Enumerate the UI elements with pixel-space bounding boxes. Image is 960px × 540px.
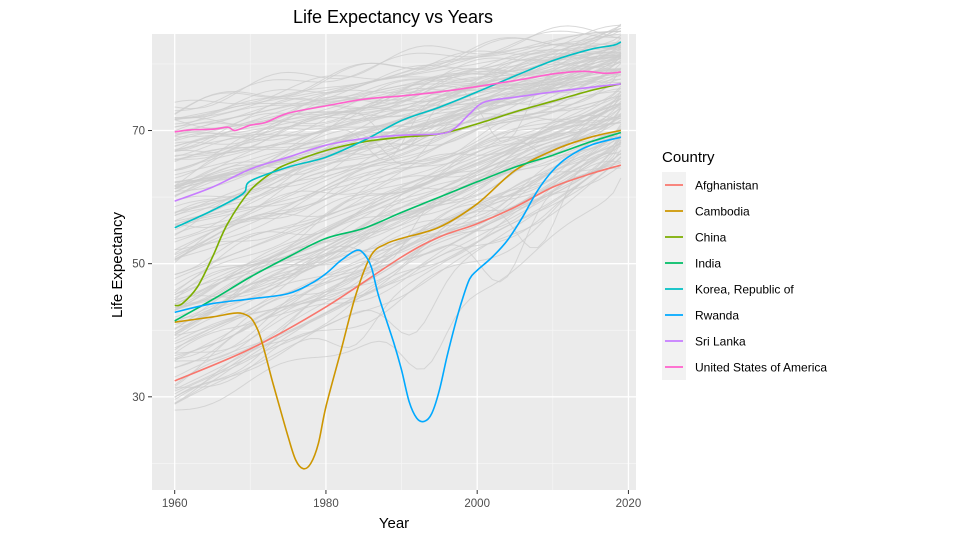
x-axis: 1960 1980 2000 2020: [162, 490, 641, 510]
legend-label: Korea, Republic of: [695, 283, 794, 297]
background-country-line: [174, 72, 621, 225]
background-country-line: [174, 160, 622, 387]
background-country-line: [174, 49, 621, 150]
y-axis-title: Life Expectancy: [109, 212, 126, 318]
legend-label: Rwanda: [695, 309, 739, 323]
background-country-line: [174, 53, 622, 163]
background-country-line: [174, 88, 621, 260]
background-country-line: [174, 95, 622, 254]
x-tick-label: 2020: [616, 498, 642, 510]
legend: Country Afghanistan Cambodia China India Kor…: [662, 149, 827, 380]
y-tick-label: 70: [132, 126, 145, 138]
legend-label: United States of America: [695, 361, 827, 375]
background-country-line: [174, 108, 622, 301]
background-country-line: [174, 113, 622, 309]
legend-item: United States of America: [662, 354, 827, 380]
background-country-line: [174, 25, 622, 110]
background-country-line: [174, 78, 622, 216]
background-country-line: [174, 149, 622, 354]
series-line-united-states-of-america: [174, 70, 622, 133]
background-country-line: [174, 30, 622, 128]
x-tick-label: 1960: [162, 498, 188, 510]
background-country-line: [174, 43, 621, 156]
background-country-line: [174, 56, 621, 193]
y-tick-label: 50: [132, 259, 145, 271]
background-country-line: [174, 42, 622, 119]
background-country-line: [174, 98, 622, 294]
legend-label: Afghanistan: [695, 179, 758, 193]
series-line-cambodia: [174, 129, 622, 470]
background-country-line: [174, 25, 622, 115]
legend-label: India: [695, 257, 721, 271]
chart-title: Life Expectancy vs Years: [293, 7, 493, 27]
background-country-line: [174, 68, 621, 184]
background-country-line: [174, 135, 622, 361]
background-country-line: [174, 61, 621, 171]
legend-label: China: [695, 231, 727, 245]
background-country-line: [174, 57, 622, 192]
background-country-line: [174, 141, 622, 336]
x-tick-label: 1980: [313, 498, 339, 510]
background-country-line: [174, 122, 621, 310]
legend-item: Afghanistan: [662, 172, 758, 198]
background-country-line: [174, 57, 622, 186]
background-country-line: [174, 133, 622, 320]
background-country-line: [174, 61, 622, 190]
background-country-line: [174, 152, 622, 405]
background-country-line: [174, 31, 621, 145]
background-country-line: [174, 98, 622, 260]
legend-label: Sri Lanka: [695, 335, 746, 349]
background-country-line: [174, 48, 621, 140]
background-country-line: [174, 31, 621, 133]
background-country-line: [174, 139, 622, 362]
series-line-india: [174, 131, 622, 322]
legend-title: Country: [662, 149, 715, 166]
series-line-korea-republic-of: [174, 41, 622, 229]
highlighted-series: [174, 41, 622, 470]
y-axis: 30 50 70: [132, 126, 152, 404]
background-country-line: [174, 117, 622, 323]
background-country-line: [174, 54, 621, 179]
legend-item: Korea, Republic of: [662, 276, 794, 302]
background-country-line: [174, 162, 622, 404]
series-line-china: [174, 83, 622, 307]
background-country-line: [174, 43, 622, 161]
background-country-line: [174, 95, 622, 258]
legend-item: Sri Lanka: [662, 328, 746, 354]
background-country-line: [174, 156, 622, 378]
background-country-line: [174, 139, 622, 392]
background-country-line: [174, 177, 622, 411]
background-country-line: [174, 86, 622, 227]
x-axis-title: Year: [379, 515, 409, 532]
background-country-line: [174, 115, 622, 291]
background-country-line: [174, 108, 622, 275]
background-country-line: [174, 128, 622, 305]
background-country-line: [174, 81, 622, 226]
legend-label: Cambodia: [695, 205, 750, 219]
legend-item: Rwanda: [662, 302, 739, 328]
background-country-line: [174, 121, 621, 310]
background-country-line: [174, 145, 622, 368]
background-country-line: [174, 42, 621, 119]
background-country-line: [174, 142, 622, 388]
background-country-line: [174, 87, 622, 231]
background-country-line: [174, 132, 621, 336]
series-line-sri-lanka: [174, 83, 621, 202]
background-country-line: [174, 52, 622, 133]
background-country-line: [174, 68, 621, 235]
legend-item: China: [662, 224, 727, 250]
series-line-afghanistan: [174, 164, 622, 382]
series-line-rwanda: [174, 136, 622, 423]
legend-item: India: [662, 250, 721, 276]
y-tick-label: 30: [132, 392, 145, 404]
x-tick-label: 2000: [464, 498, 490, 510]
legend-item: Cambodia: [662, 198, 750, 224]
background-country-line: [174, 41, 621, 120]
background-country-line: [174, 136, 622, 342]
